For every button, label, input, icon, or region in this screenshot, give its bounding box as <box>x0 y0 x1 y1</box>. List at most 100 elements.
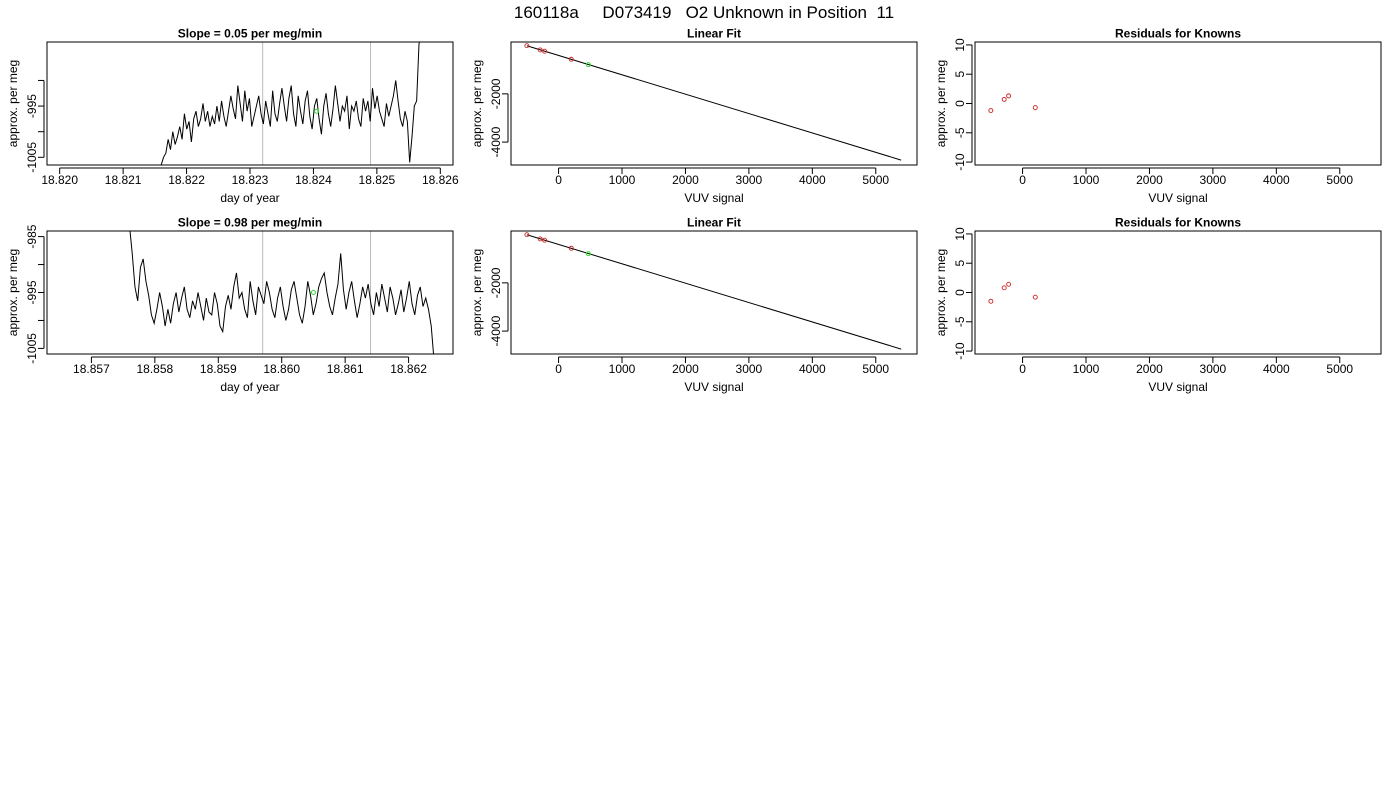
panel-4: Slope = 0.98 per meg/min 18.857 18.858 18.8… <box>6 216 454 394</box>
x-tick-label: 4000 <box>799 173 826 187</box>
plot-frame <box>510 230 918 355</box>
x-tick-label: 18.824 <box>295 173 332 187</box>
x-axis-label: VUV signal <box>1148 191 1207 205</box>
x-tick-label: 0 <box>555 173 562 187</box>
plot-area <box>988 281 1038 304</box>
unknown-marker <box>310 290 316 295</box>
x-tick-label: 1000 <box>1073 362 1100 376</box>
y-tick-label: -2000 <box>489 78 503 109</box>
plot-frame <box>974 230 1382 355</box>
x-tick-label: 5000 <box>862 173 889 187</box>
known-point <box>524 43 530 49</box>
known-point <box>568 245 574 251</box>
x-tick-label: 1000 <box>1073 173 1100 187</box>
y-tick-label: 5 <box>953 260 967 267</box>
panel-6: Residuals for Knowns 0 1000 2000 3000 4000 500… <box>934 216 1382 394</box>
x-tick-label: 18.825 <box>359 173 396 187</box>
plot-frame <box>510 41 918 166</box>
y-axis-label: approx. per meg <box>934 249 948 336</box>
y-tick-label: -4000 <box>489 126 503 157</box>
y-tick-label: -10 <box>953 153 967 171</box>
x-tick-label: 18.823 <box>232 173 269 187</box>
unknown-point <box>585 62 591 68</box>
x-tick-label: 5000 <box>862 362 889 376</box>
panel-title: Residuals for Knowns <box>1115 27 1241 41</box>
plot-frame <box>46 41 454 166</box>
x-tick-label: 18.821 <box>105 173 142 187</box>
x-tick-label: 5000 <box>1326 362 1353 376</box>
y-tick-label: 5 <box>953 71 967 78</box>
x-tick-label: 18.857 <box>73 362 110 376</box>
panel-3: Residuals for Knowns 0 1000 2000 3000 4000 500… <box>934 27 1382 205</box>
x-axis-label: VUV signal <box>1148 380 1207 394</box>
x-tick-label: 2000 <box>672 173 699 187</box>
x-axis-label: VUV signal <box>684 191 743 205</box>
plot-area <box>524 232 902 350</box>
known-point <box>542 48 548 54</box>
y-axis-label: approx. per meg <box>934 60 948 147</box>
unknown-marker <box>314 108 320 114</box>
plot-frame <box>974 41 1382 166</box>
y-axis-label: approx. per meg <box>6 249 20 336</box>
x-tick-label: 18.862 <box>390 362 427 376</box>
residual-point <box>988 298 994 304</box>
known-point <box>568 56 574 62</box>
fit-line <box>526 234 902 350</box>
plot-area <box>160 42 420 165</box>
y-axis-label: approx. per meg <box>6 60 20 147</box>
x-tick-label: 0 <box>555 362 562 376</box>
panel-2: Linear Fit 0 1000 2000 3000 4000 5000 VUV signa… <box>470 27 918 205</box>
x-tick-label: 4000 <box>1263 173 1290 187</box>
x-axis-label: day of year <box>220 380 279 394</box>
residual-point <box>1032 105 1038 111</box>
x-tick-label: 1000 <box>609 173 636 187</box>
residual-point <box>1032 294 1038 300</box>
panel-title: Slope = 0.98 per meg/min <box>178 216 322 230</box>
known-point <box>537 236 543 242</box>
known-point <box>537 47 543 53</box>
x-tick-label: 3000 <box>1200 362 1227 376</box>
plot-area <box>129 231 435 354</box>
panel-title: Residuals for Knowns <box>1115 216 1241 230</box>
figure-title: 160118a D073419 O2 Unknown in Position 1… <box>514 3 894 22</box>
y-tick-label: -5 <box>953 127 967 138</box>
panel-1: Slope = 0.05 per meg/min 18.820 18.821 18.8… <box>6 27 459 206</box>
x-tick-label: 3000 <box>1200 173 1227 187</box>
x-tick-label: 0 <box>1019 362 1026 376</box>
x-axis-label: day of year <box>220 191 279 205</box>
y-tick-label: 0 <box>953 100 967 107</box>
y-axis-label: approx. per meg <box>470 249 484 336</box>
y-tick-label: -10 <box>953 342 967 360</box>
y-tick-label: -2000 <box>489 267 503 298</box>
plot-frame <box>46 230 454 355</box>
y-tick-label: -985 <box>25 224 39 248</box>
x-tick-label: 18.859 <box>200 362 237 376</box>
x-tick-label: 0 <box>1019 173 1026 187</box>
y-tick-label: -5 <box>953 316 967 327</box>
residual-point <box>1001 96 1007 102</box>
y-tick-label: -1005 <box>25 333 39 364</box>
y-tick-label: -1005 <box>25 142 39 173</box>
residual-point <box>988 108 994 113</box>
series-line <box>160 42 420 165</box>
x-tick-label: 2000 <box>672 362 699 376</box>
x-tick-label: 5000 <box>1326 173 1353 187</box>
x-tick-label: 4000 <box>799 362 826 376</box>
x-tick-label: 2000 <box>1136 362 1163 376</box>
x-tick-label: 18.820 <box>41 173 78 187</box>
series-line <box>129 231 435 354</box>
fit-line <box>526 45 902 161</box>
x-tick-label: 18.822 <box>168 173 205 187</box>
unknown-point <box>585 251 591 257</box>
x-tick-label: 18.860 <box>263 362 300 376</box>
x-axis-label: VUV signal <box>684 380 743 394</box>
panel-title: Linear Fit <box>687 27 741 41</box>
x-tick-label: 3000 <box>736 173 763 187</box>
y-tick-label: -995 <box>25 280 39 304</box>
known-point <box>524 232 530 238</box>
x-tick-label: 4000 <box>1263 362 1290 376</box>
y-tick-label: -995 <box>25 94 39 118</box>
x-tick-label: 18.861 <box>327 362 364 376</box>
panel-5: Linear Fit 0 1000 2000 3000 4000 5000 VUV signa… <box>470 216 918 394</box>
residual-point <box>1006 281 1012 287</box>
